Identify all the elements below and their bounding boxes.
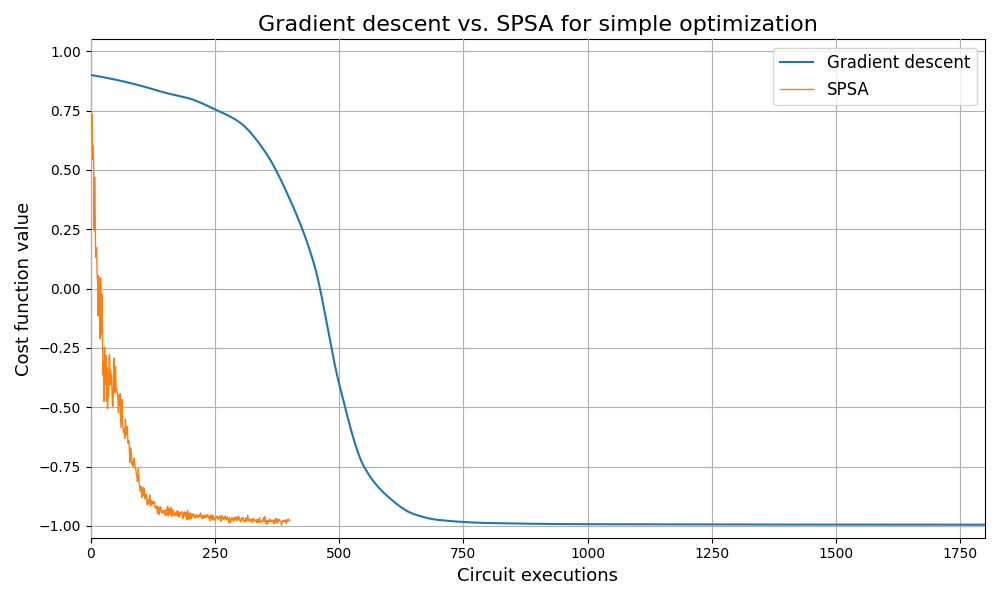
SPSA bbox=[185, 509, 197, 517]
SPSA bbox=[230, 517, 242, 524]
Gradient descent bbox=[108, 76, 120, 83]
Gradient descent bbox=[85, 71, 97, 79]
Title: Gradient descent vs. SPSA for simple optimization: Gradient descent vs. SPSA for simple opt… bbox=[258, 15, 818, 35]
SPSA bbox=[211, 512, 223, 520]
SPSA bbox=[275, 521, 287, 529]
Gradient descent bbox=[489, 520, 501, 527]
X-axis label: Circuit executions: Circuit executions bbox=[457, 567, 618, 585]
SPSA bbox=[110, 386, 122, 394]
Y-axis label: Cost function value: Cost function value bbox=[15, 202, 33, 376]
SPSA bbox=[283, 518, 295, 525]
Legend: Gradient descent, SPSA: Gradient descent, SPSA bbox=[773, 47, 977, 106]
Gradient descent bbox=[750, 521, 762, 528]
Gradient descent bbox=[979, 521, 991, 528]
Line: Gradient descent: Gradient descent bbox=[91, 75, 985, 524]
SPSA bbox=[156, 509, 168, 517]
SPSA bbox=[193, 512, 205, 519]
Gradient descent bbox=[195, 99, 207, 106]
SPSA bbox=[85, 107, 97, 114]
Gradient descent bbox=[379, 490, 391, 497]
Gradient descent bbox=[371, 482, 383, 489]
Line: SPSA: SPSA bbox=[91, 110, 289, 525]
